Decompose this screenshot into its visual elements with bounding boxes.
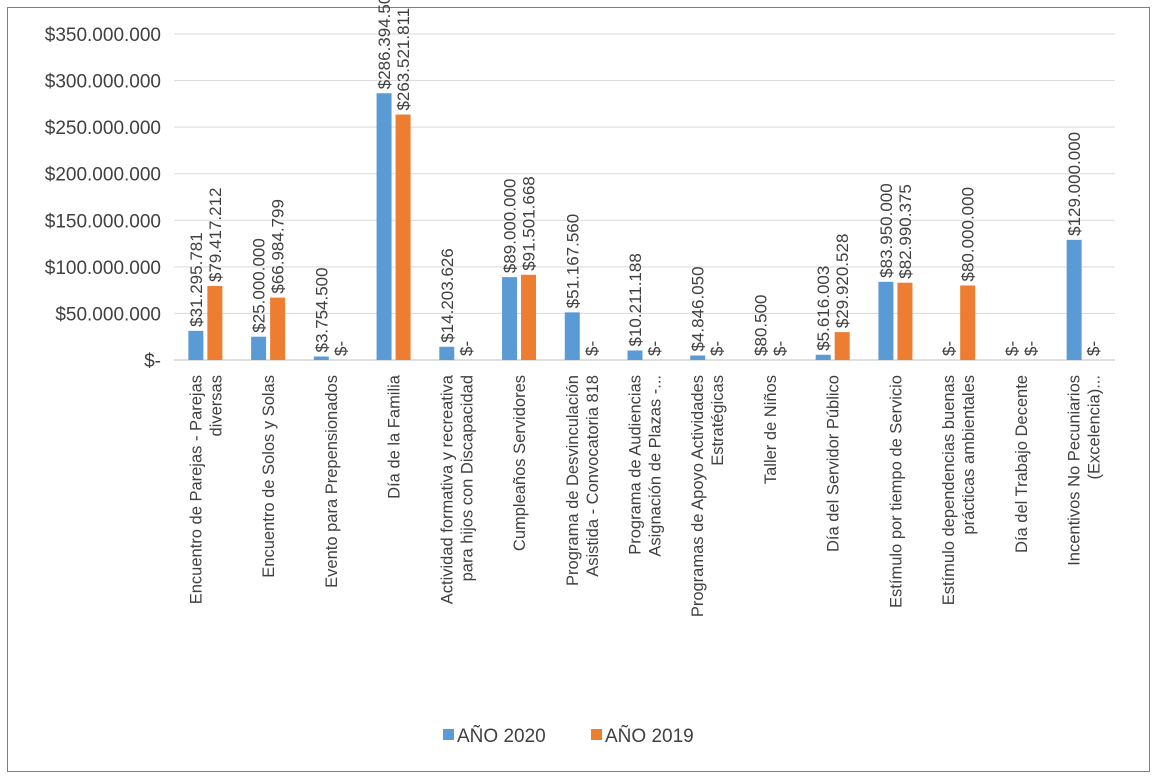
y-tick-label: $- bbox=[144, 351, 161, 372]
x-category-label: Evento para Prepensionados bbox=[323, 375, 341, 588]
bar-2020 bbox=[251, 336, 267, 360]
x-category-label: Programa de Audiencias bbox=[627, 375, 645, 555]
data-label: $- bbox=[582, 341, 601, 356]
x-category-label: (Excelencia)... bbox=[1086, 375, 1104, 480]
y-tick-label: $350.000.000 bbox=[45, 25, 161, 46]
x-category-label: Actividad formativa y recreativa bbox=[438, 374, 456, 604]
data-label: $- bbox=[770, 341, 789, 356]
y-tick-label: $100.000.000 bbox=[45, 258, 161, 279]
data-label: $5.616.003 bbox=[814, 266, 833, 351]
data-label: $- bbox=[1084, 341, 1103, 356]
x-category-label: para hijos con Discapacidad bbox=[458, 375, 476, 581]
bar-2019 bbox=[897, 282, 913, 360]
bar-2020 bbox=[1066, 239, 1082, 360]
x-category-label: Encuentro de Parejas - Parejas bbox=[187, 375, 205, 604]
y-tick-label: $200.000.000 bbox=[45, 165, 161, 186]
data-label: $10.211.188 bbox=[626, 253, 645, 346]
x-category-label: Cumpleaños Servidores bbox=[511, 375, 529, 551]
bar-2020 bbox=[878, 281, 894, 360]
data-label: $129.000.000 bbox=[1065, 132, 1084, 236]
data-label: $286.394.509 bbox=[375, 0, 394, 89]
bar-2020 bbox=[376, 93, 392, 361]
bar-2020 bbox=[690, 355, 706, 360]
legend-swatch bbox=[591, 729, 602, 740]
x-category-label: Asignación de Plazas -... bbox=[647, 375, 665, 557]
x-category-label: prácticas ambientales bbox=[960, 375, 978, 535]
bar-2020 bbox=[627, 350, 643, 360]
x-category-label: Encuentro de Solos y Solas bbox=[260, 375, 278, 578]
data-label: $80.500 bbox=[751, 294, 770, 355]
y-tick-label: $300.000.000 bbox=[45, 72, 161, 93]
y-tick-label: $150.000.000 bbox=[45, 211, 161, 232]
data-label: $31.295.781 bbox=[187, 232, 206, 327]
data-label: $- bbox=[1021, 341, 1040, 356]
x-category-label: Asistida - Convocatoria 818 bbox=[584, 375, 602, 577]
x-category-label: Estímulo dependencias buenas bbox=[940, 375, 958, 605]
bar-2020 bbox=[188, 330, 204, 360]
bar-2019 bbox=[207, 286, 223, 360]
x-category-label: Estímulo por tiempo de Servicio bbox=[887, 375, 905, 608]
legend-label: AÑO 2020 bbox=[457, 725, 546, 747]
legend-swatch bbox=[443, 729, 454, 740]
bar-2019 bbox=[834, 332, 850, 360]
legend-label: AÑO 2019 bbox=[605, 725, 694, 747]
data-label: $89.000.000 bbox=[501, 179, 520, 274]
data-label: $4.846.050 bbox=[689, 266, 708, 351]
data-label: $- bbox=[708, 341, 727, 356]
data-label: $- bbox=[645, 341, 664, 356]
x-category-label: diversas bbox=[207, 375, 225, 436]
x-category-label: Programa de Desvinculación bbox=[564, 375, 582, 586]
bar-2019 bbox=[960, 285, 976, 360]
x-category-label: Estratégicas bbox=[709, 375, 727, 466]
bar-2019 bbox=[270, 297, 286, 360]
x-category-label: Programas de Apoyo Actividades bbox=[689, 375, 707, 617]
data-label: $- bbox=[940, 341, 959, 356]
data-label: $29.920.528 bbox=[833, 234, 852, 329]
x-category-label: Día de la Familia bbox=[386, 374, 404, 499]
bar-2020 bbox=[439, 346, 455, 360]
data-label: $82.990.375 bbox=[896, 184, 915, 279]
data-label: $51.167.560 bbox=[563, 214, 582, 309]
data-label: $3.754.500 bbox=[312, 267, 331, 352]
x-category-label: Incentivos No Pecuniarios bbox=[1066, 375, 1084, 566]
data-label: $66.984.799 bbox=[269, 199, 288, 294]
bar-2019 bbox=[395, 114, 411, 361]
data-label: $91.501.668 bbox=[520, 176, 539, 271]
data-label: $263.521.811 bbox=[394, 8, 413, 111]
y-tick-label: $50.000.000 bbox=[55, 304, 161, 325]
bar-2020 bbox=[564, 312, 580, 360]
x-category-label: Día del Trabajo Decente bbox=[1013, 375, 1031, 553]
data-label: $79.417.212 bbox=[206, 187, 225, 282]
data-label: $14.203.626 bbox=[438, 248, 457, 343]
bar-2019 bbox=[521, 274, 537, 360]
x-category-label: Taller de Niños bbox=[762, 375, 780, 484]
bar-2020 bbox=[815, 354, 831, 360]
data-label: $- bbox=[1002, 341, 1021, 356]
data-label: $83.950.000 bbox=[877, 183, 896, 278]
y-tick-label: $250.000.000 bbox=[45, 118, 161, 139]
bar-2020 bbox=[313, 356, 329, 360]
data-label: $80.000.000 bbox=[959, 187, 978, 282]
data-label: $25.000.000 bbox=[250, 238, 269, 333]
bar-2020 bbox=[502, 277, 518, 360]
data-label: $- bbox=[457, 341, 476, 356]
x-category-label: Día del Servidor Público bbox=[825, 375, 843, 552]
data-label: $- bbox=[331, 341, 350, 356]
chart-frame bbox=[7, 7, 1150, 772]
